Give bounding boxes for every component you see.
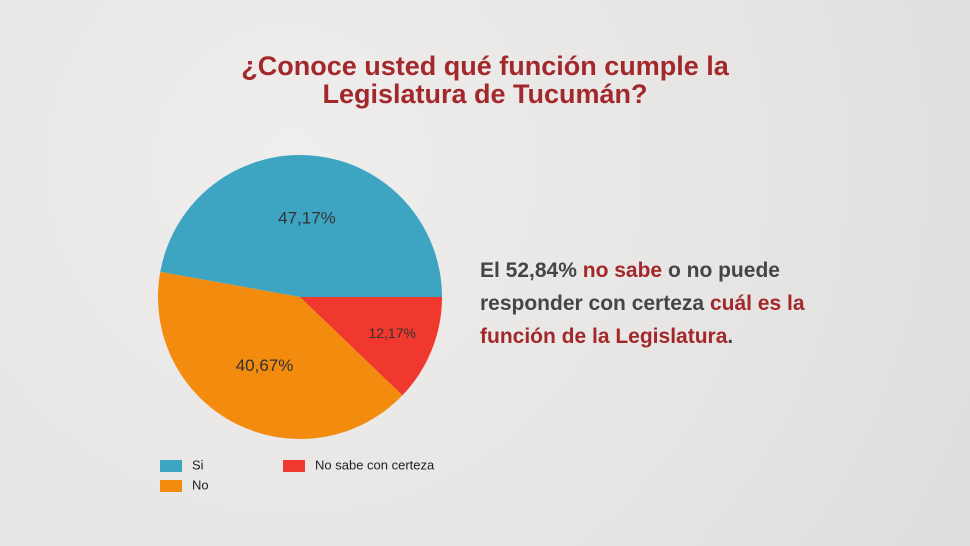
data-label: 40,67% <box>236 356 294 375</box>
chart-title: ¿Conoce usted qué función cumple la Legi… <box>241 51 729 109</box>
legend-label: No <box>192 477 209 492</box>
legend-label: No sabe con certeza <box>315 457 435 472</box>
pie-slice <box>300 297 442 396</box>
annotation-part: o no puede responder con certeza <box>480 259 780 315</box>
legend-swatch <box>283 460 305 472</box>
annotation-part: . <box>727 325 734 348</box>
legend-swatch <box>160 480 182 492</box>
legend-label: Si <box>192 457 204 472</box>
data-label: 47,17% <box>278 209 336 228</box>
data-label: 12,17% <box>368 325 415 341</box>
annotation-part: El 52,84% <box>480 259 577 282</box>
legend-swatch <box>160 460 182 472</box>
pie-slice <box>160 155 443 297</box>
pie-slice <box>158 271 403 439</box>
annotation: El 52,84% no sabe o no puede responder c… <box>480 254 840 353</box>
annotation-part: cuál es la función de la Legislatura <box>480 292 805 348</box>
annotation-part: no sabe <box>582 259 663 282</box>
